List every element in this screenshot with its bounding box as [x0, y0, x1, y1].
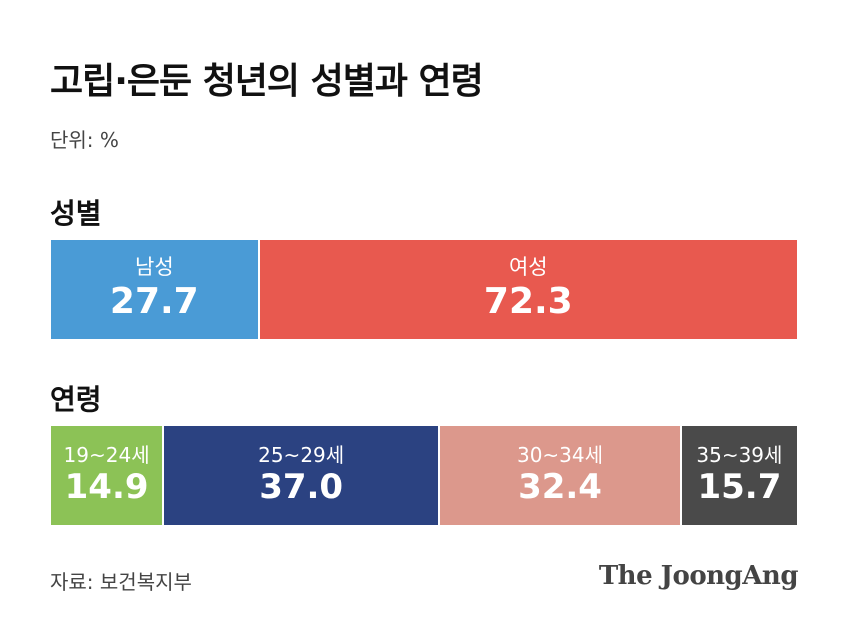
gender-bar: 남성 27.7 여성 72.3 — [51, 240, 797, 339]
segment-value-label: 15.7 — [697, 466, 782, 507]
bar-segment: 25~29세 37.0 — [162, 426, 439, 525]
age-section-title: 연령 — [50, 383, 102, 416]
unit-label: 단위: % — [50, 128, 119, 152]
bar-segment: 19~24세 14.9 — [51, 426, 163, 525]
source-label: 자료: 보건복지부 — [50, 570, 192, 594]
bar-segment: 남성 27.7 — [51, 240, 258, 339]
segment-category-label: 19~24세 — [63, 442, 150, 467]
segment-value-label: 32.4 — [518, 466, 602, 507]
segment-value-label: 14.9 — [64, 466, 149, 507]
segment-category-label: 25~29세 — [258, 442, 345, 467]
bar-segment: 30~34세 32.4 — [438, 426, 680, 525]
chart-title: 고립·은둔 청년의 성별과 연령 — [50, 61, 484, 102]
segment-category-label: 35~39세 — [696, 442, 783, 467]
segment-value-label: 27.7 — [109, 281, 199, 323]
segment-value-label: 72.3 — [483, 281, 573, 323]
gender-section-title: 성별 — [50, 197, 102, 230]
bar-segment: 여성 72.3 — [257, 240, 797, 339]
segment-category-label: 남성 — [135, 255, 174, 280]
segment-category-label: 30~34세 — [516, 442, 604, 467]
segment-category-label: 여성 — [508, 255, 548, 280]
bar-segment: 35~39세 15.7 — [679, 426, 797, 525]
segment-value-label: 37.0 — [259, 466, 344, 507]
age-bar: 19~24세 14.9 25~29세 37.0 30~34세 32.4 35~39세 15.7 — [51, 426, 797, 525]
publisher-logo: The JoongAng — [598, 561, 799, 591]
